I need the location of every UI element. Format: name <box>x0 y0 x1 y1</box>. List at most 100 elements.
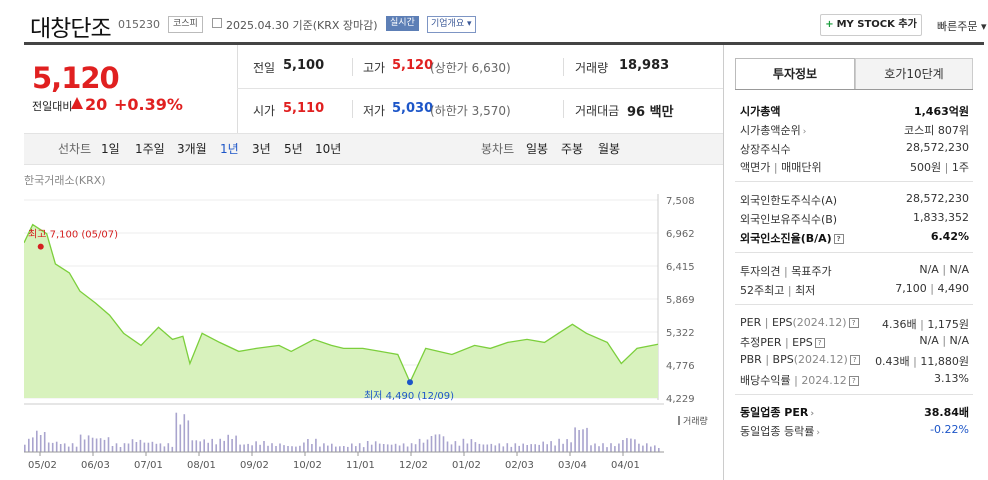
market-cap-rank-label[interactable]: 시가총액순위 › <box>740 122 806 138</box>
help-icon[interactable]: ? <box>833 234 844 244</box>
volume-bar <box>610 443 612 452</box>
volume-bar <box>606 447 608 452</box>
section-divider <box>735 304 973 305</box>
volume-bar <box>394 443 397 452</box>
volume-bar <box>622 440 624 452</box>
volume-bar <box>243 444 245 452</box>
volume-bar <box>315 438 317 452</box>
volume-bar <box>398 445 401 452</box>
company-overview-button[interactable]: 기업개요 ▾ <box>427 16 476 33</box>
bps-year: (2024.12) <box>793 353 848 366</box>
help-icon[interactable]: ? <box>848 318 859 328</box>
market-cap-rank-text: 시가총액순위 <box>740 124 801 137</box>
volume-bar <box>482 444 485 452</box>
volume-legend: 거래량 <box>683 415 708 427</box>
y-tick-label: 7,508 <box>666 196 695 207</box>
current-price: 5,120 <box>32 61 120 95</box>
volume-bar <box>362 447 365 452</box>
divider <box>352 58 353 76</box>
volume-bar <box>402 443 405 452</box>
candle-tab-weekly[interactable]: 주봉 <box>561 142 584 156</box>
price-chart[interactable]: 한국거래소(KRX) 7,508 6,962 6,415 5,869 5,322 4,77… <box>24 170 714 476</box>
volume-bar <box>191 440 194 452</box>
volume-bar <box>498 443 501 452</box>
realtime-badge[interactable]: 실시간 <box>386 16 419 31</box>
period-tab-10y[interactable]: 10년 <box>315 142 342 156</box>
week52-high-value: 7,100 <box>895 282 927 295</box>
quick-order-button[interactable]: 빠른주문 ▾ <box>937 20 987 33</box>
volume-bar <box>546 444 548 452</box>
volume-bar <box>355 446 357 452</box>
volume-bar <box>374 441 377 452</box>
volume-bar <box>466 443 469 452</box>
foreign-limit-value: 28,572,230 <box>906 192 969 205</box>
volume-bar <box>454 441 457 452</box>
volume-bar <box>32 437 34 452</box>
volume-bar <box>307 439 309 452</box>
per-label: PER <box>740 316 762 329</box>
tab-orderbook-10[interactable]: 호가10단계 <box>855 58 973 90</box>
volume-bar <box>91 437 94 452</box>
opinion-label: 투자의견 <box>740 265 781 278</box>
period-tab-1w[interactable]: 1주일 <box>135 142 165 156</box>
volume-bar <box>638 443 640 452</box>
est-per-value: N/A <box>919 334 939 347</box>
low-label: 저가 <box>363 104 386 118</box>
volume-bar <box>658 448 660 452</box>
volume-bar <box>47 442 50 452</box>
par-value: 500원 <box>910 161 942 174</box>
volume-bar <box>518 445 520 452</box>
volume-bar <box>247 443 249 452</box>
panel-divider <box>723 45 724 480</box>
market-cap-label: 시가총액 <box>740 105 781 118</box>
volume-bar <box>343 446 345 452</box>
y-tick-label: 5,869 <box>666 295 695 306</box>
price-line <box>24 223 659 384</box>
volume-bar <box>227 434 229 452</box>
volume-bar <box>103 439 106 452</box>
price-area <box>24 224 658 398</box>
candle-tab-daily[interactable]: 일봉 <box>526 142 549 156</box>
period-tab-5y[interactable]: 5년 <box>284 142 303 156</box>
foreign-ratio-text: 외국인소진율(B/A) <box>740 232 832 245</box>
volume-bar <box>347 446 349 452</box>
divider <box>563 58 564 76</box>
line-chart-label: 선차트 <box>58 142 92 156</box>
volume-bar <box>586 427 588 452</box>
target-label: 목표주가 <box>791 265 832 278</box>
period-tab-1y[interactable]: 1년 <box>220 142 239 156</box>
period-tab-1d[interactable]: 1일 <box>101 142 120 156</box>
industry-rate-label[interactable]: 동일업종 등락률 › <box>740 423 820 439</box>
volume-bar <box>251 445 253 452</box>
prev-close-label: 전일 <box>253 61 276 75</box>
help-icon[interactable]: ? <box>849 355 860 365</box>
period-tab-3m[interactable]: 3개월 <box>177 142 207 156</box>
unit-label: 매매단위 <box>781 161 822 174</box>
x-axis-ticks: 05/02 06/03 07/01 08/01 09/02 10/02 11/01 12/02… <box>28 452 640 471</box>
volume-bar <box>562 443 564 452</box>
high-value: 5,120 <box>392 58 434 73</box>
period-tab-3y[interactable]: 3년 <box>252 142 271 156</box>
volume-bar <box>502 446 505 452</box>
tab-invest-info[interactable]: 투자정보 <box>735 58 855 90</box>
volume-bar <box>155 443 158 452</box>
candle-tab-monthly[interactable]: 월봉 <box>598 142 621 156</box>
volume-bar <box>323 443 325 452</box>
volume-bar <box>438 434 441 452</box>
x-tick-label: 06/03 <box>81 460 110 471</box>
shares-value: 28,572,230 <box>906 141 969 154</box>
volume-bar <box>534 444 536 452</box>
add-mystock-label: MY STOCK 추가 <box>836 19 917 30</box>
help-icon[interactable]: ? <box>814 338 825 348</box>
volume-bar <box>287 446 289 452</box>
volume-bar <box>195 440 198 452</box>
eps-label: EPS <box>771 316 793 329</box>
y-axis-ticks: 7,508 6,962 6,415 5,869 5,322 4,776 4,229 <box>666 196 695 405</box>
per-eps-label: PER | EPS(2024.12)? <box>740 316 859 329</box>
industry-per-label[interactable]: 동일업종 PER › <box>740 404 814 420</box>
stock-name: 대창단조 <box>30 16 112 42</box>
help-icon[interactable]: ? <box>848 376 859 386</box>
volume-bar <box>474 442 477 452</box>
volume-bar <box>626 438 628 452</box>
add-mystock-button[interactable]: + MY STOCK 추가 <box>820 14 922 36</box>
